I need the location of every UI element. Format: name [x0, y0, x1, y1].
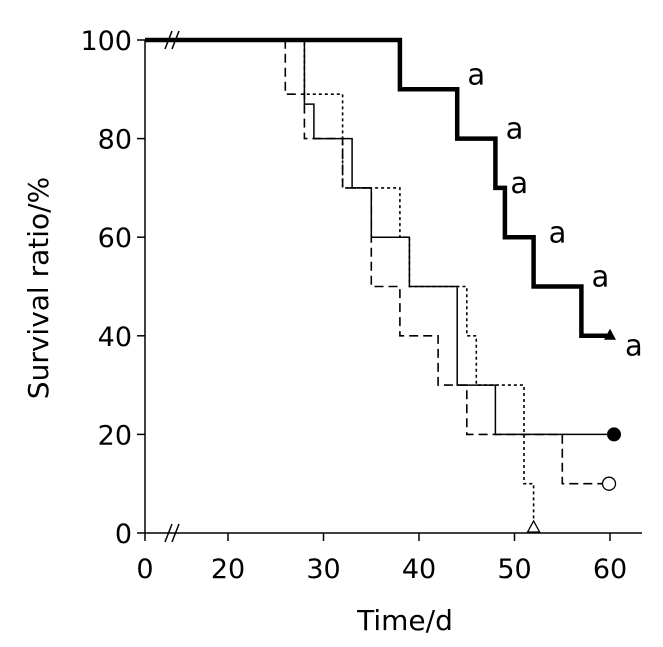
significance-annotation: a: [506, 112, 524, 146]
series-dotted-line: [145, 39, 535, 533]
axis-break-mark: [171, 523, 180, 543]
y-tick-label: 20: [98, 420, 132, 451]
marker-filled-circle: [607, 427, 621, 442]
marker-filled-triangle: [604, 328, 616, 340]
y-tick-label: 100: [80, 26, 132, 57]
x-tick-label: 50: [497, 554, 531, 585]
significance-annotation: a: [592, 260, 610, 294]
series-dashed-line: [145, 39, 610, 485]
y-tick-label: 40: [98, 322, 132, 353]
y-tick-label: 60: [98, 223, 132, 254]
y-tick-label: 80: [98, 125, 132, 156]
y-tick-label: 0: [115, 519, 132, 550]
series-thin-solid-line: [145, 39, 610, 436]
series-thick-solid-line: [145, 37, 610, 339]
axes: 0 20 40 60 80 100 0 20 30 40 50 60: [80, 26, 642, 585]
y-axis-title: Survival ratio/%: [22, 177, 55, 399]
series-layer: [145, 37, 621, 533]
x-axis-title: Time/d: [356, 604, 453, 637]
x-tick-label: 20: [211, 554, 245, 585]
axis-break-mark: [164, 523, 173, 543]
marker-open-triangle: [526, 519, 541, 533]
significance-annotation: a: [467, 58, 485, 92]
significance-annotation: a: [625, 329, 643, 363]
x-tick-label: 60: [593, 554, 627, 585]
x-tick-label: 40: [402, 554, 436, 585]
significance-annotation: a: [510, 166, 528, 200]
marker-open-circle: [601, 476, 617, 491]
x-tick-label: 0: [136, 554, 153, 585]
x-tick-label: 30: [306, 554, 340, 585]
significance-annotation: a: [549, 215, 567, 249]
